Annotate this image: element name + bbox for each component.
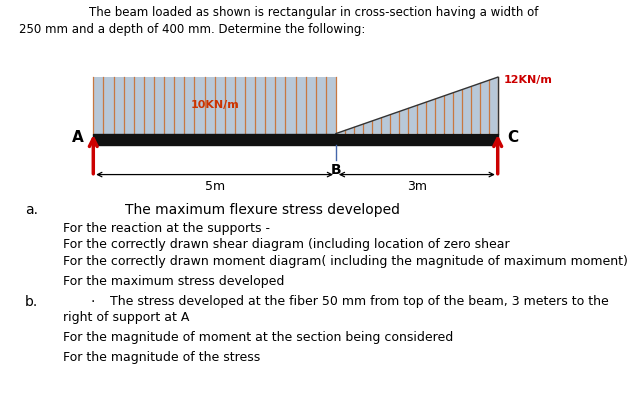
Polygon shape bbox=[336, 77, 498, 133]
Text: 250 mm and a depth of 400 mm. Determine the following:: 250 mm and a depth of 400 mm. Determine … bbox=[19, 23, 365, 36]
Text: The beam loaded as shown is rectangular in cross-section having a width of: The beam loaded as shown is rectangular … bbox=[89, 6, 538, 19]
Text: A: A bbox=[72, 130, 83, 145]
Text: For the magnitude of the stress: For the magnitude of the stress bbox=[63, 351, 260, 365]
Bar bbox=[93, 77, 336, 133]
Text: C: C bbox=[507, 130, 519, 145]
Text: B: B bbox=[330, 163, 341, 177]
Text: right of support at A: right of support at A bbox=[63, 311, 189, 324]
Text: 3m: 3m bbox=[407, 180, 427, 193]
Text: For the correctly drawn moment diagram( including the magnitude of maximum momen: For the correctly drawn moment diagram( … bbox=[63, 254, 627, 268]
Bar bbox=[93, 133, 498, 145]
Text: The maximum flexure stress developed: The maximum flexure stress developed bbox=[125, 203, 401, 217]
Text: For the magnitude of moment at the section being considered: For the magnitude of moment at the secti… bbox=[63, 331, 453, 344]
Text: The stress developed at the fiber 50 mm from top of the beam, 3 meters to the: The stress developed at the fiber 50 mm … bbox=[110, 295, 608, 308]
Text: 5m: 5m bbox=[204, 180, 224, 193]
Text: For the maximum stress developed: For the maximum stress developed bbox=[63, 275, 284, 288]
Text: b.: b. bbox=[25, 295, 38, 309]
Text: For the reaction at the supports -: For the reaction at the supports - bbox=[63, 222, 270, 235]
Text: 10KN/m: 10KN/m bbox=[190, 100, 239, 110]
Text: For the correctly drawn shear diagram (including location of zero shear: For the correctly drawn shear diagram (i… bbox=[63, 238, 509, 251]
Text: a.: a. bbox=[25, 203, 38, 217]
Text: ·: · bbox=[91, 295, 95, 309]
Text: 12KN/m: 12KN/m bbox=[504, 75, 553, 85]
